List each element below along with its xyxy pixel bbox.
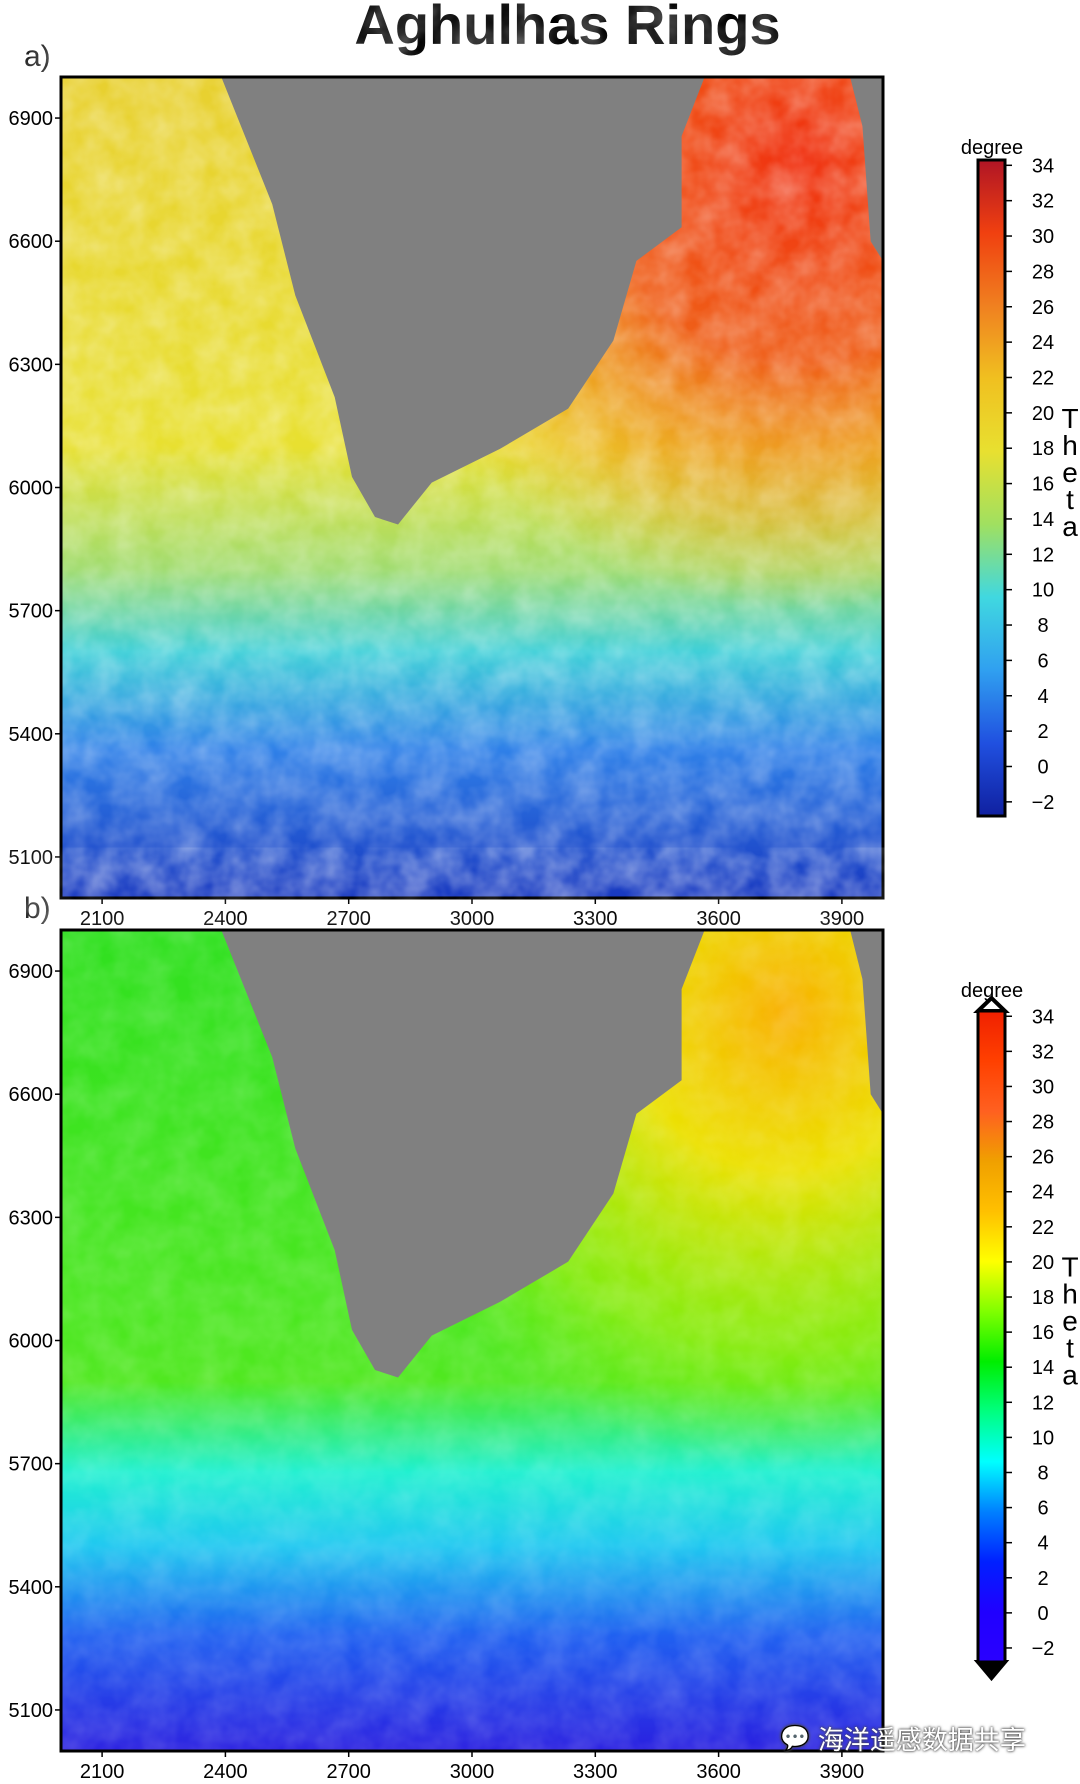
colorbar-tick-label: 10 xyxy=(1032,1427,1054,1449)
land-mass xyxy=(850,930,883,1114)
colorbar-bar xyxy=(976,1009,1007,1664)
x-tick-label: 3000 xyxy=(450,1761,495,1783)
colorbar-tick-label: 14 xyxy=(1032,509,1054,531)
colorbar-tick-label: 34 xyxy=(1032,155,1054,177)
colorbar-label-letter: T xyxy=(1061,1252,1078,1283)
y-tick-label: 5100 xyxy=(9,847,54,869)
x-tick-label: 3900 xyxy=(820,908,865,930)
y-tick-label: 5400 xyxy=(9,724,54,746)
colorbar-tick-label: 18 xyxy=(1032,1287,1054,1309)
y-tick-label: 6000 xyxy=(9,478,54,500)
colorbar-tick-label: 8 xyxy=(1037,1462,1048,1484)
colorbar-tick-label: 2 xyxy=(1037,721,1048,743)
y-tick-label: 5400 xyxy=(9,1577,54,1599)
colorbar-tick-label: 12 xyxy=(1032,544,1054,566)
x-tick-label: 2400 xyxy=(203,908,248,930)
x-tick-label: 3300 xyxy=(573,1761,618,1783)
colorbar-extend-bottom xyxy=(973,1660,1010,1682)
y-tick-label: 5700 xyxy=(9,1454,54,1476)
colorbar-label-letter: a xyxy=(1062,1360,1078,1391)
land-mass xyxy=(850,77,883,261)
panel-a: 2100 2400 2700 3000 3300 3600 3900510054005700… xyxy=(9,75,1079,930)
y-tick-label: 6900 xyxy=(9,961,54,983)
colorbar-tick-label: 10 xyxy=(1032,580,1054,602)
colorbar-tick-label: 20 xyxy=(1032,403,1054,425)
colorbar-tick-label: 6 xyxy=(1037,650,1048,672)
colorbar-tick-label: 32 xyxy=(1032,1041,1054,1063)
panel-b-label: b) xyxy=(24,892,51,925)
colorbar-tick-label: 28 xyxy=(1032,1112,1054,1134)
colorbar-tick-label: 22 xyxy=(1032,367,1054,389)
colorbar-tick-label: 28 xyxy=(1032,261,1054,283)
colorbar-tick-label: 6 xyxy=(1037,1498,1048,1520)
y-tick-label: 6600 xyxy=(9,1084,54,1106)
x-tick-label: 2100 xyxy=(80,908,125,930)
colorbar-unit: degree xyxy=(961,137,1023,159)
watermark-text: 海洋遥感数据共享 xyxy=(817,1725,1026,1755)
colorbar-label-letter: t xyxy=(1066,484,1074,515)
colorbar-label-letter: e xyxy=(1062,457,1078,488)
colorbar-tick-label: 4 xyxy=(1037,1533,1048,1555)
colorbar-tick-label: 20 xyxy=(1032,1252,1054,1274)
y-tick-label: 5700 xyxy=(9,601,54,623)
colorbar-tick-label: −2 xyxy=(1032,792,1055,814)
colorbar-tick-label: 8 xyxy=(1037,615,1048,637)
land-mass xyxy=(221,930,705,1378)
colorbar-label-letter: t xyxy=(1066,1333,1074,1364)
colorbar-tick-label: 24 xyxy=(1032,1182,1054,1204)
x-tick-label: 3600 xyxy=(696,1761,741,1783)
x-tick-label: 2700 xyxy=(326,908,371,930)
y-tick-label: 6300 xyxy=(9,354,54,376)
panel-b: 2100 2400 2700 3000 3300 3600 3900510054005700… xyxy=(9,928,1079,1783)
colorbar-label-letter: h xyxy=(1062,1279,1078,1310)
wechat-icon: 💬 xyxy=(780,1725,810,1752)
y-tick-label: 6900 xyxy=(9,108,54,130)
colorbar-unit: degree xyxy=(961,980,1023,1002)
x-tick-label: 2400 xyxy=(203,1761,248,1783)
y-tick-label: 5100 xyxy=(9,1700,54,1722)
x-tick-label: 3000 xyxy=(450,908,495,930)
colorbar-tick-label: 26 xyxy=(1032,1147,1054,1169)
colorbar-tick-label: 16 xyxy=(1032,474,1054,496)
colorbar-tick-label: 4 xyxy=(1037,686,1048,708)
colorbar-label-letter: T xyxy=(1061,403,1078,434)
y-tick-label: 6300 xyxy=(9,1207,54,1229)
x-tick-label: 3300 xyxy=(573,908,618,930)
colorbar-tick-label: 24 xyxy=(1032,332,1054,354)
colorbar-tick-label: 34 xyxy=(1032,1006,1054,1028)
land-mass xyxy=(221,77,705,525)
colorbar-bar xyxy=(976,158,1007,818)
colorbar-tick-label: 12 xyxy=(1032,1392,1054,1414)
colorbar-tick-label: 2 xyxy=(1037,1568,1048,1590)
colorbar-tick-label: 30 xyxy=(1032,226,1054,248)
colorbar-label-letter: h xyxy=(1062,430,1078,461)
colorbar-tick-label: −2 xyxy=(1032,1638,1055,1660)
y-tick-label: 6600 xyxy=(9,231,54,253)
x-tick-label: 3600 xyxy=(696,908,741,930)
colorbar-tick-label: 16 xyxy=(1032,1322,1054,1344)
colorbar: 3432302826242220181614121086420−2degreeT… xyxy=(961,137,1079,818)
colorbar-tick-label: 26 xyxy=(1032,297,1054,319)
x-tick-label: 2100 xyxy=(80,1761,125,1783)
colorbar-label-letter: a xyxy=(1062,511,1078,542)
colorbar-tick-label: 30 xyxy=(1032,1076,1054,1098)
y-tick-label: 6000 xyxy=(9,1331,54,1353)
colorbar-tick-label: 22 xyxy=(1032,1217,1054,1239)
colorbar-label-letter: e xyxy=(1062,1306,1078,1337)
watermark: 💬 海洋遥感数据共享 xyxy=(780,1720,1026,1757)
colorbar-tick-label: 14 xyxy=(1032,1357,1054,1379)
x-tick-label: 3900 xyxy=(820,1761,865,1783)
colorbar-tick-label: 0 xyxy=(1037,756,1048,778)
panel-a-label: a) xyxy=(24,40,51,73)
colorbar-tick-label: 32 xyxy=(1032,191,1054,213)
colorbar-tick-label: 0 xyxy=(1037,1603,1048,1625)
colorbar-tick-label: 18 xyxy=(1032,438,1054,460)
figure-title: Aghulhas Rings xyxy=(354,0,781,56)
x-tick-label: 2700 xyxy=(326,1761,371,1783)
colorbar: 3432302826242220181614121086420−2degreeT… xyxy=(961,980,1079,1682)
